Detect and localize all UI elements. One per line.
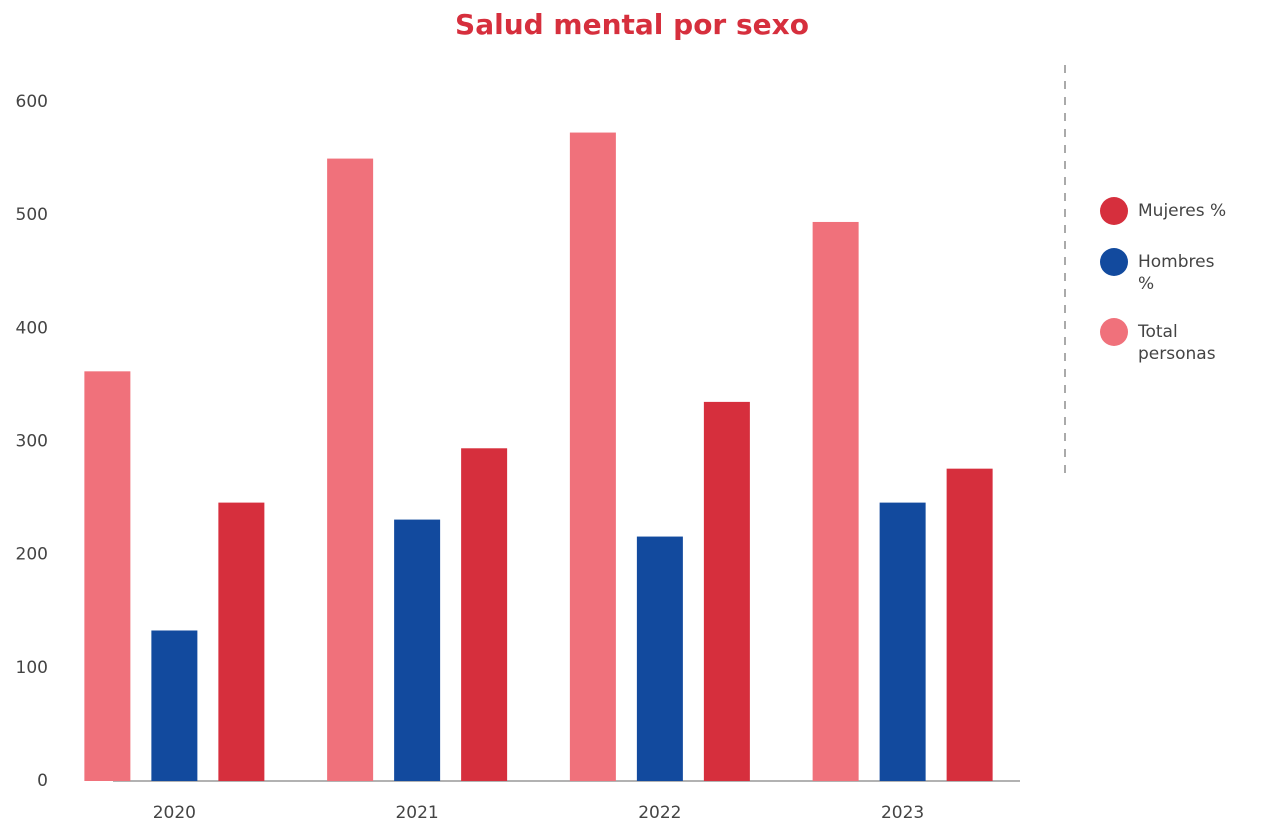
y-tick-label: 300 bbox=[16, 432, 48, 452]
y-tick-label: 200 bbox=[16, 545, 48, 565]
x-tick-label: 2020 bbox=[153, 803, 196, 822]
legend-swatch bbox=[1100, 248, 1128, 276]
chart-title: Salud mental por sexo bbox=[455, 8, 809, 41]
bar bbox=[946, 468, 993, 781]
bar bbox=[636, 536, 683, 781]
y-tick-label: 500 bbox=[16, 205, 48, 225]
x-tick-label: 2021 bbox=[395, 803, 438, 822]
legend-item: Mujeres % bbox=[1100, 197, 1230, 225]
y-tick-label: 400 bbox=[16, 318, 48, 338]
legend-label: Hombres % bbox=[1138, 252, 1215, 294]
bar bbox=[569, 132, 616, 781]
legend-label: Total personas bbox=[1138, 322, 1216, 364]
x-tick-label: 2023 bbox=[881, 803, 924, 822]
y-tick-label: 0 bbox=[37, 771, 48, 791]
legend-label: Mujeres % bbox=[1138, 201, 1227, 221]
bar bbox=[394, 519, 441, 781]
bar bbox=[812, 221, 859, 781]
y-tick-label: 100 bbox=[16, 658, 48, 678]
legend-item: Total personas bbox=[1100, 318, 1230, 365]
bar bbox=[703, 401, 750, 781]
legend-swatch bbox=[1100, 318, 1128, 346]
bar bbox=[151, 630, 198, 781]
x-tick-label: 2022 bbox=[638, 803, 681, 822]
bar bbox=[879, 502, 926, 781]
legend-item: Hombres % bbox=[1100, 248, 1230, 295]
bar bbox=[327, 158, 374, 782]
y-tick-label: 600 bbox=[16, 92, 48, 112]
bar bbox=[84, 371, 131, 781]
bar bbox=[461, 448, 508, 781]
legend-swatch bbox=[1100, 197, 1128, 225]
bar bbox=[218, 502, 265, 781]
legend: Mujeres % Hombres % Total personas bbox=[1100, 197, 1230, 391]
